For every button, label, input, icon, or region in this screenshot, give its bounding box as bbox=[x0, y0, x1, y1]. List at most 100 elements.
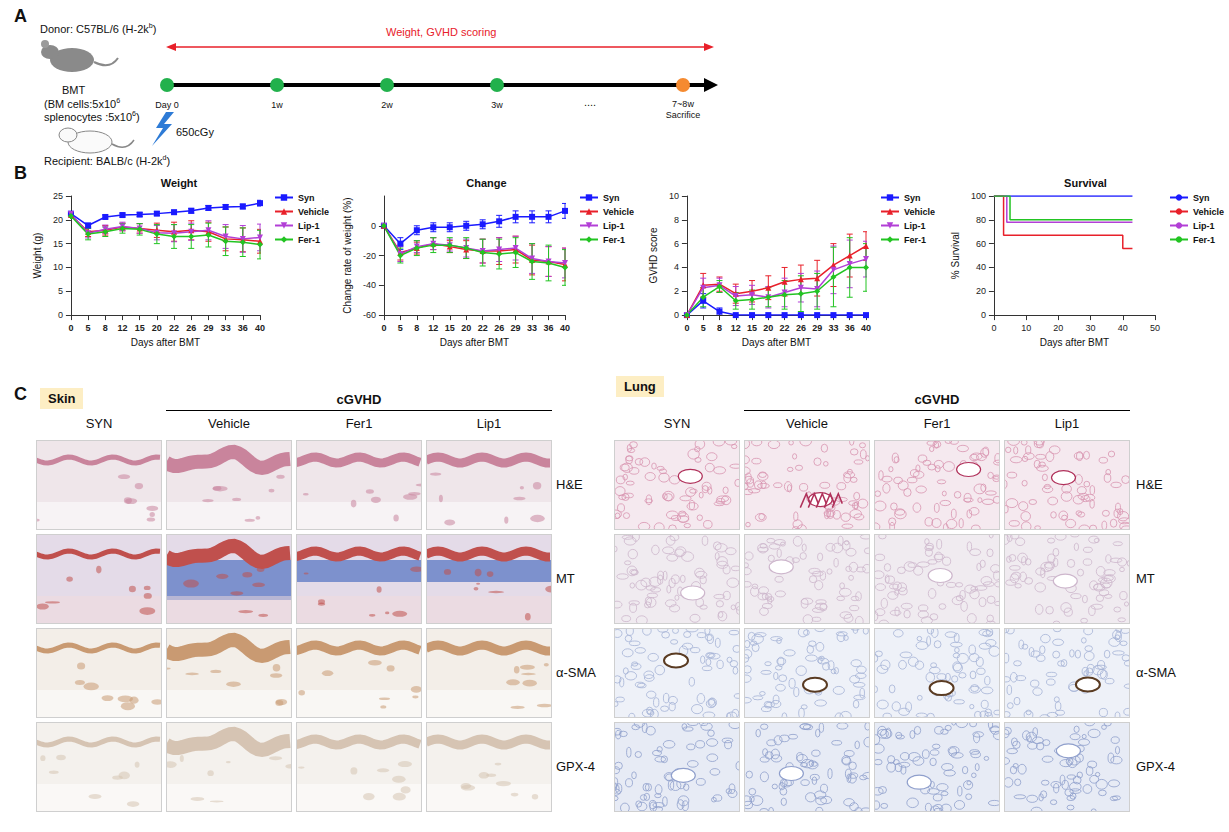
svg-text:Vehicle: Vehicle bbox=[603, 207, 634, 217]
svg-text:Weight (g): Weight (g) bbox=[32, 233, 43, 279]
svg-text:Vehicle: Vehicle bbox=[1193, 207, 1224, 217]
svg-text:6: 6 bbox=[674, 239, 679, 249]
svg-text:Survival: Survival bbox=[1064, 177, 1107, 189]
svg-text:Fer-1: Fer-1 bbox=[603, 235, 625, 245]
svg-text:8: 8 bbox=[103, 323, 108, 333]
svg-text:22: 22 bbox=[478, 323, 488, 333]
svg-text:8: 8 bbox=[674, 215, 679, 225]
svg-text:0: 0 bbox=[684, 323, 689, 333]
svg-text:40: 40 bbox=[861, 323, 871, 333]
svg-text:8: 8 bbox=[717, 323, 722, 333]
svg-text:12: 12 bbox=[731, 323, 741, 333]
svg-text:5: 5 bbox=[398, 323, 403, 333]
svg-text:40: 40 bbox=[560, 323, 570, 333]
svg-text:Fer-1: Fer-1 bbox=[1193, 235, 1215, 245]
svg-text:15: 15 bbox=[445, 323, 455, 333]
svg-text:0: 0 bbox=[381, 323, 386, 333]
html-text:Fer1: Fer1 bbox=[345, 416, 373, 431]
svg-text:Days after BMT: Days after BMT bbox=[131, 337, 200, 348]
svg-text:-60: -60 bbox=[363, 310, 376, 320]
html-text:Vehicle: Vehicle bbox=[208, 416, 250, 431]
svg-text:0: 0 bbox=[991, 323, 996, 333]
svg-text:0: 0 bbox=[674, 310, 679, 320]
svg-text:60: 60 bbox=[976, 239, 986, 249]
svg-text:33: 33 bbox=[828, 323, 838, 333]
svg-text:2: 2 bbox=[674, 286, 679, 296]
svg-text:26: 26 bbox=[796, 323, 806, 333]
html-text:MT: MT bbox=[556, 571, 575, 586]
svg-text:20: 20 bbox=[763, 323, 773, 333]
svg-text:-20: -20 bbox=[363, 251, 376, 261]
html-text:H&E: H&E bbox=[556, 477, 583, 492]
svg-text:0: 0 bbox=[58, 310, 63, 320]
svg-text:100: 100 bbox=[971, 191, 986, 201]
svg-text:10: 10 bbox=[1021, 323, 1031, 333]
svg-text:12: 12 bbox=[117, 323, 127, 333]
svg-text:20: 20 bbox=[1053, 323, 1063, 333]
svg-text:15: 15 bbox=[747, 323, 757, 333]
html-text:SYN: SYN bbox=[85, 416, 113, 431]
svg-text:36: 36 bbox=[238, 323, 248, 333]
svg-text:Fer-1: Fer-1 bbox=[904, 235, 926, 245]
svg-text:8: 8 bbox=[414, 323, 419, 333]
svg-text:5: 5 bbox=[58, 286, 63, 296]
svg-text:22: 22 bbox=[780, 323, 790, 333]
svg-text:Vehicle: Vehicle bbox=[904, 207, 935, 217]
svg-text:26: 26 bbox=[186, 323, 196, 333]
svg-text:0: 0 bbox=[981, 310, 986, 320]
svg-text:10: 10 bbox=[53, 262, 63, 272]
svg-text:5: 5 bbox=[86, 323, 91, 333]
svg-text:GVHD score: GVHD score bbox=[648, 227, 659, 284]
svg-text:25: 25 bbox=[53, 191, 63, 201]
svg-text:36: 36 bbox=[544, 323, 554, 333]
svg-text:Days after BMT: Days after BMT bbox=[742, 337, 811, 348]
svg-text:0: 0 bbox=[371, 221, 376, 231]
svg-text:Change rate of weight (%): Change rate of weight (%) bbox=[342, 197, 353, 313]
html-text:cGVHD: cGVHD bbox=[336, 392, 382, 407]
svg-text:Days after BMT: Days after BMT bbox=[1040, 337, 1109, 348]
html-text:Lip1: Lip1 bbox=[476, 416, 502, 431]
svg-text:15: 15 bbox=[135, 323, 145, 333]
svg-text:33: 33 bbox=[221, 323, 231, 333]
svg-text:80: 80 bbox=[976, 215, 986, 225]
svg-text:29: 29 bbox=[812, 323, 822, 333]
svg-text:-40: -40 bbox=[363, 280, 376, 290]
svg-text:12: 12 bbox=[428, 323, 438, 333]
svg-text:20: 20 bbox=[976, 286, 986, 296]
svg-text:15: 15 bbox=[53, 239, 63, 249]
svg-text:4: 4 bbox=[674, 262, 679, 272]
svg-text:40: 40 bbox=[1118, 323, 1128, 333]
svg-text:Lip-1: Lip-1 bbox=[603, 221, 625, 231]
svg-text:0: 0 bbox=[68, 323, 73, 333]
svg-text:Syn: Syn bbox=[904, 193, 921, 203]
svg-text:Syn: Syn bbox=[1193, 193, 1210, 203]
svg-text:20: 20 bbox=[53, 215, 63, 225]
svg-text:Syn: Syn bbox=[298, 193, 315, 203]
svg-text:22: 22 bbox=[169, 323, 179, 333]
svg-text:Lip-1: Lip-1 bbox=[1193, 221, 1215, 231]
svg-text:Days after BMT: Days after BMT bbox=[440, 337, 509, 348]
svg-text:Vehicle: Vehicle bbox=[298, 207, 329, 217]
svg-text:50: 50 bbox=[1150, 323, 1160, 333]
svg-text:29: 29 bbox=[511, 323, 521, 333]
svg-text:29: 29 bbox=[203, 323, 213, 333]
svg-text:Syn: Syn bbox=[603, 193, 620, 203]
svg-text:40: 40 bbox=[976, 262, 986, 272]
svg-text:36: 36 bbox=[845, 323, 855, 333]
svg-text:20: 20 bbox=[461, 323, 471, 333]
svg-text:Change: Change bbox=[466, 177, 506, 189]
svg-text:5: 5 bbox=[701, 323, 706, 333]
svg-text:% Survival: % Survival bbox=[950, 232, 961, 279]
html-text:α-SMA: α-SMA bbox=[556, 665, 596, 680]
svg-text:Lip-1: Lip-1 bbox=[904, 221, 926, 231]
svg-text:26: 26 bbox=[494, 323, 504, 333]
svg-text:33: 33 bbox=[527, 323, 537, 333]
svg-text:Weight: Weight bbox=[161, 177, 198, 189]
svg-text:30: 30 bbox=[1086, 323, 1096, 333]
svg-text:20: 20 bbox=[152, 323, 162, 333]
svg-text:10: 10 bbox=[669, 191, 679, 201]
svg-text:Fer-1: Fer-1 bbox=[298, 235, 320, 245]
svg-text:40: 40 bbox=[255, 323, 265, 333]
html-text:Skin: Skin bbox=[48, 391, 76, 406]
svg-text:Lip-1: Lip-1 bbox=[298, 221, 320, 231]
